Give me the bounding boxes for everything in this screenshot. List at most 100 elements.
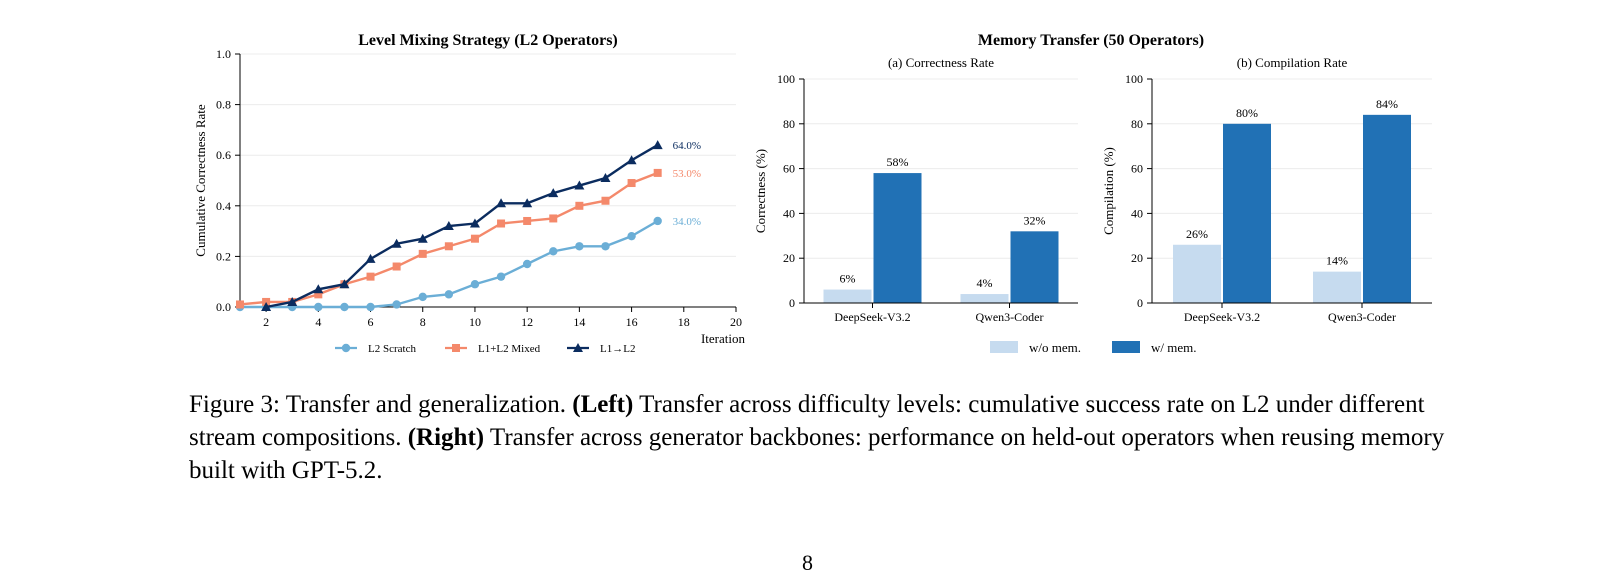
end-value-label: 34.0% [673,216,701,228]
data-point [575,201,584,210]
data-point [470,280,480,289]
data-point [366,302,375,312]
legend-label: L1→L2 [600,343,635,355]
legend-marker [573,343,583,352]
x-tick-label: 10 [469,315,481,329]
x-tick-label: 16 [626,315,638,329]
bar-value-label: 26% [1186,227,1208,241]
y-tick-label: 100 [1125,72,1143,86]
data-point [287,296,298,306]
data-point [444,242,453,251]
data-point [653,216,662,226]
y-tick-label: 0.2 [216,249,231,263]
data-point [469,218,480,228]
bar-value-label: 32% [1024,213,1046,227]
x-tick-label: 20 [730,315,742,329]
caption-label: Figure 3: Transfer and generalization. [189,391,573,418]
data-point [653,168,662,177]
data-point [365,253,376,263]
y-tick-label: 100 [777,72,795,86]
data-point [601,242,610,251]
data-point [313,284,324,294]
end-value-label: 64.0% [673,140,701,152]
data-point [392,300,401,309]
bar [960,294,1009,303]
bar-value-label: 84% [1376,97,1398,111]
y-tick-label: 0.6 [216,148,231,162]
data-point [522,198,533,208]
data-point [314,290,323,299]
series-line-1 [239,171,659,306]
y-tick-label: 0.4 [216,199,231,213]
data-point [392,262,401,271]
bar-value-label: 58% [887,155,909,169]
x-tick-label: 4 [315,315,321,329]
bar-chart-correctness: 0 20 40 60 80 100 (a) Correctness Rate Correctn… [753,55,1078,324]
x-axis-label: Iteration [701,331,746,346]
data-point [496,272,506,281]
data-point [391,238,402,248]
data-point [522,259,532,269]
bar-value-label: 6% [840,272,856,286]
legend-marker [452,344,460,352]
figure-caption: Figure 3: Transfer and generalization. (… [189,388,1449,487]
data-point [443,221,454,231]
data-point [340,302,349,312]
x-tick-label: Qwen3-Coder [976,310,1044,324]
data-point [600,172,611,182]
data-point [262,297,271,306]
bar-legend: w/o mem. w/ mem. [990,340,1197,355]
data-point [523,216,532,225]
data-point [236,300,244,309]
data-point [339,279,350,289]
legend-label: w/o mem. [1029,340,1081,355]
y-tick-label: 0.0 [216,300,231,314]
caption-right-tag: (Right) [407,424,485,451]
bar-value-label: 80% [1236,106,1258,120]
y-tick-label: 40 [1131,206,1143,220]
y-axis-label: Correctness (%) [753,149,768,233]
y-axis-label: Cumulative Correctness Rate [193,104,208,257]
y-tick-label: 80 [783,117,795,131]
memory-transfer-suptitle: Memory Transfer (50 Operators) [978,32,1204,49]
y-tick-label: 0 [789,296,795,310]
x-tick-label: DeepSeek-V3.2 [1184,310,1260,324]
data-point [417,233,428,243]
bar [1363,114,1411,303]
bar [823,289,872,303]
legend-marker [341,343,351,353]
line-chart-level-mixing: 0.0 0.2 0.4 0.6 0.8 1.0 2 4 6 8 10 12 14 16 18 20 Level … [193,32,745,355]
data-point [627,179,636,188]
x-tick-label: DeepSeek-V3.2 [834,310,910,324]
page-number: 8 [802,550,813,575]
caption-left-tag: (Left) [572,391,634,418]
caption-right-text: Transfer across generator backbones: per… [189,424,1445,484]
x-tick-label: 14 [573,315,585,329]
caption-left-text: Transfer across difficulty levels: cumul… [189,391,1425,451]
y-tick-label: 20 [1131,251,1143,265]
bar-value-label: 14% [1326,254,1348,268]
data-point [444,290,454,299]
data-point [574,180,585,190]
end-value-label: 53.0% [673,168,701,180]
x-tick-label: 18 [678,315,690,329]
x-tick-label: 2 [263,315,269,329]
bar-chart-title: (a) Correctness Rate [888,55,994,70]
bar [873,173,922,303]
data-point [548,188,559,198]
bar [1010,231,1059,303]
bar [1313,271,1361,303]
bar [1223,123,1271,303]
y-axis-label: Compilation (%) [1101,147,1116,235]
data-point [497,219,506,228]
series-line-2 [265,144,659,309]
data-point [626,155,637,165]
y-tick-label: 0 [1137,296,1143,310]
y-tick-label: 60 [783,162,795,176]
legend-label: L1+L2 Mixed [478,343,541,355]
data-point [652,140,663,150]
line-chart-title: Level Mixing Strategy (L2 Operators) [358,32,618,49]
data-point [549,247,558,256]
data-point [627,231,636,241]
legend-label: L2 Scratch [368,343,416,355]
